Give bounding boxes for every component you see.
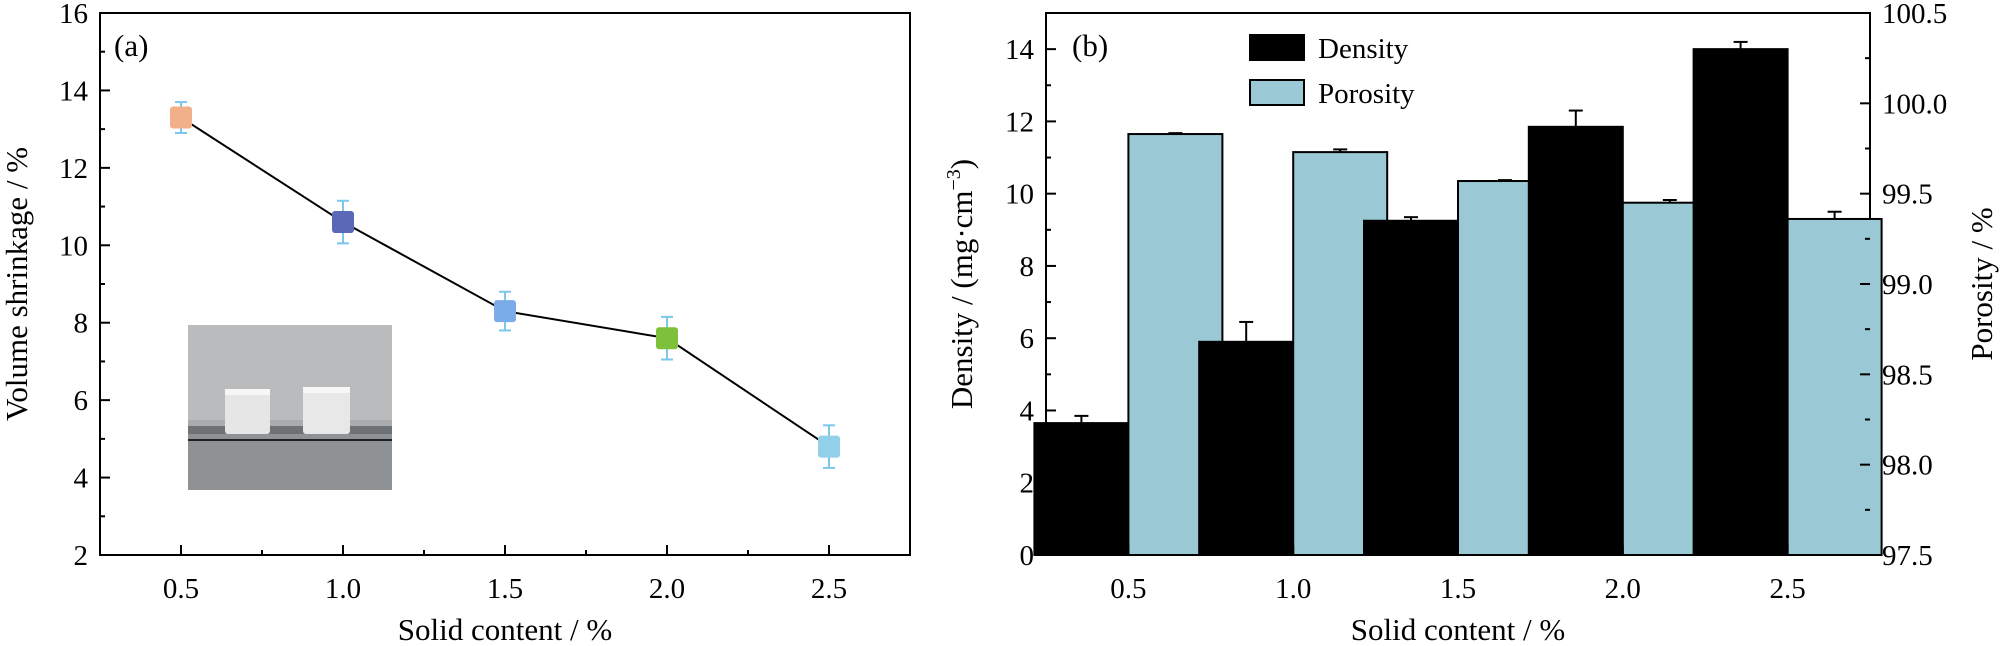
inset-photo-shadow — [188, 426, 392, 434]
panel-b-x-ticks: 0.5 1.0 1.5 2.0 2.5 — [1110, 545, 1806, 605]
panel-b-right-y-tick-label: 100.5 — [1882, 0, 1947, 30]
legend-label-density: Density — [1318, 33, 1409, 65]
panel-a-y-tick-label: 16 — [59, 0, 88, 30]
panel-b-left-y-tick-label: 10 — [1005, 179, 1034, 211]
panel-a-y-tick-label: 8 — [74, 308, 89, 340]
legend-label-porosity: Porosity — [1318, 78, 1415, 110]
panel-a-label: (a) — [114, 28, 148, 63]
panel-a-y-ticks: 2 4 6 8 10 12 14 16 — [59, 0, 110, 572]
panel-a-y-tick-label: 6 — [74, 385, 89, 417]
shrinkage-marker — [170, 106, 192, 129]
panel-b-left-y-axis-title: Density / (mg·cm−3) — [943, 159, 979, 409]
aerogel-sample-right-top — [303, 387, 350, 393]
panel-b-left-y-tick-label: 0 — [1020, 540, 1035, 572]
panel-b-left-y-ticks: 0 2 4 6 8 10 12 14 — [1005, 12, 1056, 572]
shrinkage-marker — [494, 300, 516, 323]
panel-b-bar-chart: 0 2 4 6 8 10 12 14 97.5 98.0 98.5 99.0 99.5 100.0 100… — [943, 0, 1999, 646]
density-bar — [1527, 125, 1624, 556]
legend-swatch-porosity — [1249, 79, 1305, 106]
density-bar — [1033, 422, 1130, 557]
shrinkage-marker — [332, 211, 354, 234]
panel-a-x-ticks: 0.5 1.0 1.5 2.0 2.5 — [163, 545, 847, 605]
panel-a-y-tick-label: 10 — [59, 230, 88, 262]
panel-b-right-y-axis-title: Porosity / % — [1964, 207, 1999, 360]
panel-a-y-tick-label: 4 — [74, 463, 89, 495]
density-bar — [1692, 48, 1789, 557]
panel-b-x-axis-title: Solid content / % — [1351, 612, 1565, 646]
shrinkage-marker — [818, 435, 840, 458]
panel-b-right-y-tick-label: 98.0 — [1882, 450, 1933, 482]
density-bar — [1198, 340, 1295, 556]
panel-b-left-y-tick-label: 8 — [1020, 251, 1035, 283]
aerogel-sample-right — [303, 387, 350, 434]
panel-a-y-axis-title: Volume shrinkage / % — [0, 147, 34, 421]
inset-photo — [188, 325, 392, 490]
panel-b-right-y-tick-label: 99.5 — [1882, 179, 1933, 211]
aerogel-sample-left-top — [225, 389, 270, 395]
panel-b-left-y-tick-label: 2 — [1020, 468, 1035, 500]
panel-a-y-tick-label: 14 — [59, 75, 89, 107]
left-y-title-close: ) — [944, 159, 979, 169]
panel-b-left-y-tick-label: 4 — [1020, 395, 1035, 427]
density-bar — [1363, 219, 1459, 556]
panel-a-x-tick-label: 1.0 — [325, 573, 361, 605]
panel-a-y-tick-label: 2 — [74, 540, 89, 572]
panel-b-label: (b) — [1072, 28, 1108, 63]
aerogel-sample-left — [225, 389, 270, 434]
panel-b-left-y-tick-label: 6 — [1020, 323, 1035, 355]
panel-b-right-y-tick-label: 97.5 — [1882, 540, 1933, 572]
porosity-bar — [1786, 217, 1883, 557]
panel-b-right-y-tick-label: 100.0 — [1882, 88, 1947, 120]
inset-photo-upper-wall — [188, 325, 392, 420]
panel-b-x-tick-label: 1.0 — [1275, 573, 1311, 605]
panel-b-x-tick-label: 2.5 — [1769, 573, 1805, 605]
legend-swatch-density — [1249, 34, 1305, 61]
panel-b-x-tick-label: 1.5 — [1440, 573, 1476, 605]
left-y-title-main: Density / (mg·cm — [944, 190, 979, 409]
left-y-title-superscript: −3 — [943, 169, 965, 190]
panel-a-x-tick-label: 2.0 — [649, 573, 685, 605]
panel-a-y-tick-label: 12 — [59, 153, 88, 185]
shrinkage-marker — [656, 327, 678, 350]
panel-b-right-y-tick-label: 98.5 — [1882, 359, 1933, 391]
panel-b-left-y-tick-label: 12 — [1005, 106, 1034, 138]
panel-a-x-tick-label: 0.5 — [163, 573, 199, 605]
panel-b-left-y-tick-label: 14 — [1005, 34, 1035, 66]
panel-a-x-axis-title: Solid content / % — [398, 612, 612, 646]
panel-b-right-y-tick-label: 99.0 — [1882, 269, 1933, 301]
panel-b-x-tick-label: 0.5 — [1110, 573, 1146, 605]
panel-b-bars — [1033, 40, 1883, 557]
panel-a-line-chart: 2 4 6 8 10 12 14 16 0.5 1.0 1.5 2.0 2.5 (a) Solid c… — [0, 0, 911, 646]
panel-b-right-y-ticks: 97.5 98.0 98.5 99.0 99.5 100.0 100.5 — [1860, 0, 1947, 572]
panel-b-x-tick-label: 2.0 — [1605, 573, 1641, 605]
panel-a-x-tick-label: 2.5 — [811, 573, 847, 605]
panel-a-series — [170, 101, 840, 469]
panel-a-x-tick-label: 1.5 — [487, 573, 523, 605]
panel-b-legend: Density Porosity — [1249, 33, 1415, 110]
